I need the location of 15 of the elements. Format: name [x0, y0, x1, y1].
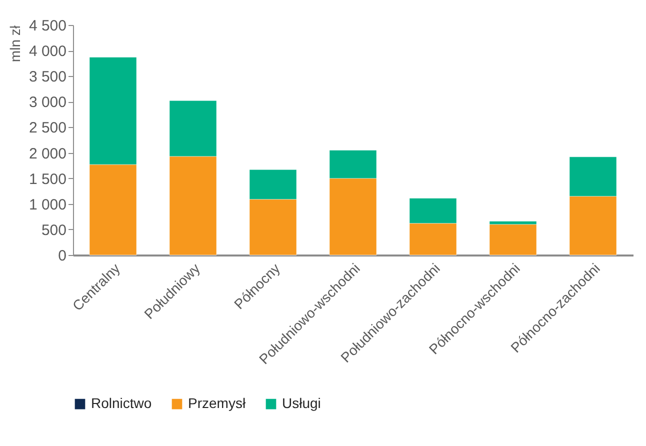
y-tick-label: 1 000 — [28, 196, 66, 214]
y-tick-label: 2 000 — [28, 145, 66, 162]
y-tick-label: 3 000 — [28, 94, 66, 112]
y-tick-label: 4 000 — [28, 43, 66, 60]
y-tick-label: 1 500 — [28, 170, 66, 188]
legend-label: Rolnictwo — [91, 395, 152, 412]
y-tick-label: 0 — [58, 248, 66, 264]
y-axis-title: mln zł — [6, 24, 23, 62]
legend-label: Usługi — [282, 395, 321, 412]
y-tick-label: 500 — [41, 222, 66, 239]
y-tick-label: 4 500 — [28, 18, 66, 34]
y-tick-label: 2 500 — [28, 120, 66, 137]
bar — [489, 224, 537, 256]
y-tick-label: 3 500 — [28, 68, 66, 86]
legend-label: Przemysł — [188, 395, 246, 412]
